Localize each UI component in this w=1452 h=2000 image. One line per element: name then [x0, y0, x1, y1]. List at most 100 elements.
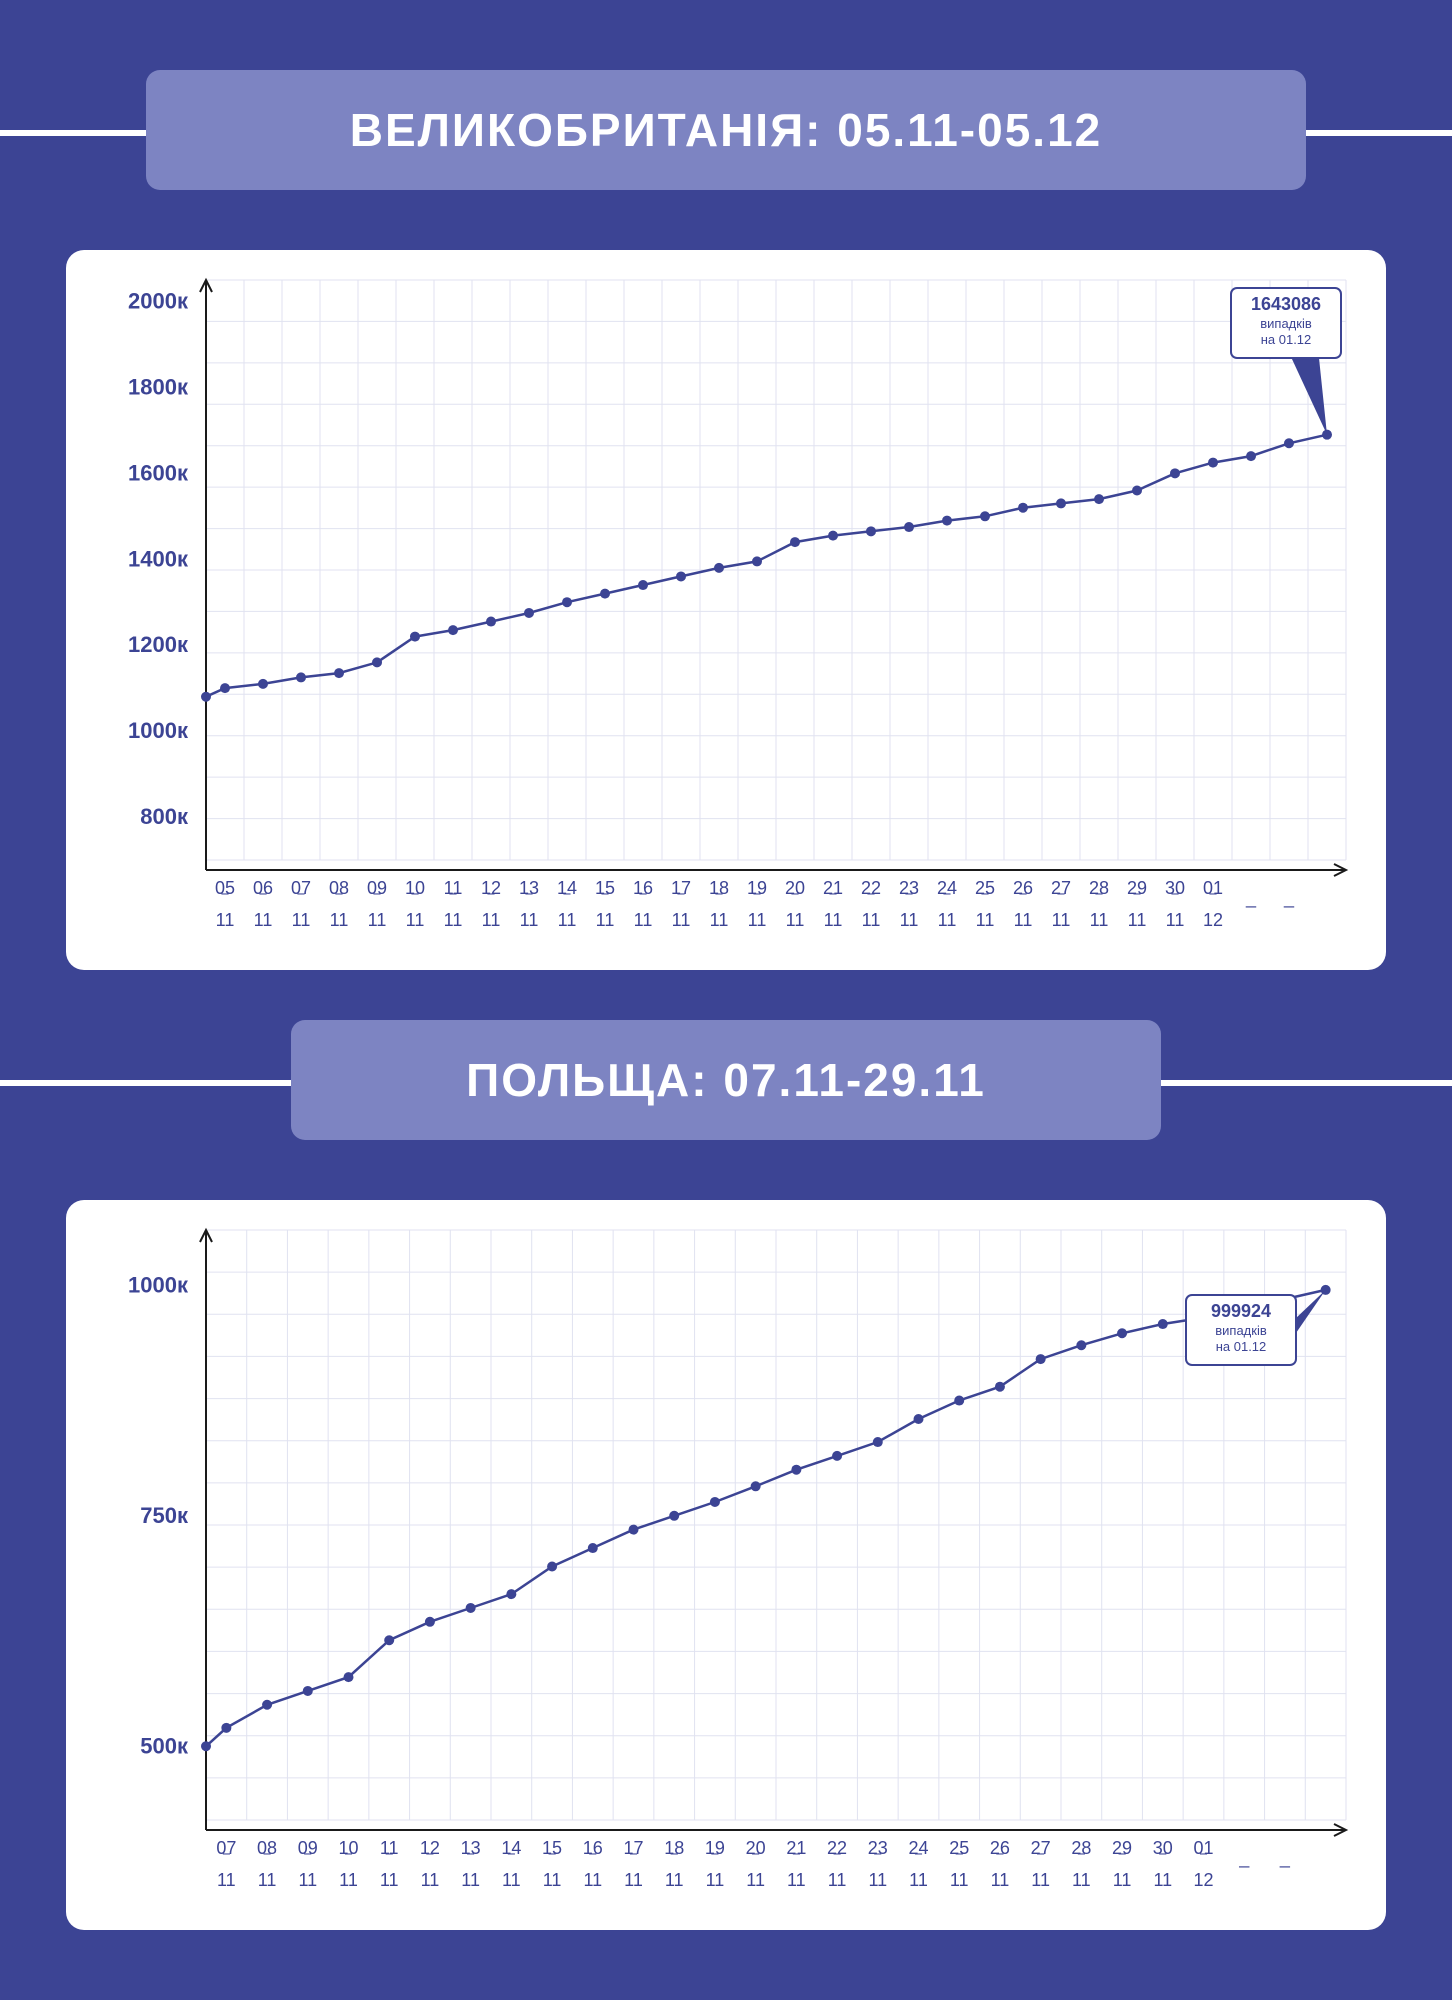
data-point — [832, 1451, 842, 1461]
data-point — [1246, 451, 1256, 461]
x-tick-month: 11 — [380, 1870, 399, 1890]
x-tick-month: 11 — [710, 910, 729, 930]
data-point — [1094, 494, 1104, 504]
x-tick-month: 11 — [1166, 910, 1185, 930]
svg-text:‾: ‾ — [996, 1852, 1004, 1872]
data-point — [296, 672, 306, 682]
y-tick-label: 1000к — [128, 718, 189, 743]
x-tick-month: 12 — [1203, 910, 1223, 930]
x-tick-month: 11 — [339, 1870, 358, 1890]
svg-text:‾: ‾ — [263, 1852, 271, 1872]
x-tick-month: 11 — [461, 1870, 480, 1890]
data-point — [262, 1700, 272, 1710]
svg-text:‾: ‾ — [507, 1852, 515, 1872]
svg-text:‾: ‾ — [1159, 1852, 1167, 1872]
callout-line3: на 01.12 — [1216, 1339, 1267, 1354]
svg-text:‾: ‾ — [467, 1852, 475, 1872]
callout-pointer — [1292, 358, 1328, 435]
data-point — [1170, 468, 1180, 478]
x-tick-month: 11 — [787, 1870, 806, 1890]
data-point — [954, 1396, 964, 1406]
data-point — [524, 608, 534, 618]
x-tick-month: 11 — [1090, 910, 1109, 930]
x-tick-month: 11 — [217, 1870, 236, 1890]
x-tick-month: 11 — [900, 910, 919, 930]
svg-text:‾: ‾ — [677, 892, 685, 912]
svg-text:‾: ‾ — [791, 892, 799, 912]
x-tick-blank: _ — [1245, 888, 1257, 909]
svg-text:‾: ‾ — [915, 1852, 923, 1872]
data-point — [344, 1672, 354, 1682]
data-point — [995, 1382, 1005, 1392]
x-tick-month: 11 — [938, 910, 957, 930]
svg-text:‾: ‾ — [1037, 1852, 1045, 1872]
x-tick-month: 11 — [1014, 910, 1033, 930]
x-tick-month: 11 — [543, 1870, 562, 1890]
y-tick-label: 750к — [140, 1503, 189, 1528]
x-tick-month: 11 — [748, 910, 767, 930]
data-point — [710, 1497, 720, 1507]
data-point — [1158, 1319, 1168, 1329]
svg-text:‾: ‾ — [1118, 1852, 1126, 1872]
data-point — [873, 1437, 883, 1447]
x-tick-month: 11 — [421, 1870, 440, 1890]
svg-text:‾: ‾ — [981, 892, 989, 912]
data-point — [669, 1511, 679, 1521]
svg-text:‾: ‾ — [867, 892, 875, 912]
x-tick-month: 11 — [1153, 1870, 1172, 1890]
svg-text:‾: ‾ — [1095, 892, 1103, 912]
svg-text:‾: ‾ — [715, 892, 723, 912]
data-point — [791, 1465, 801, 1475]
data-point — [1018, 503, 1028, 513]
x-tick-month: 11 — [558, 910, 577, 930]
x-tick-month: 11 — [862, 910, 881, 930]
x-tick-month: 11 — [634, 910, 653, 930]
data-point — [1132, 486, 1142, 496]
callout-value: 1643086 — [1251, 294, 1321, 314]
svg-text:‾: ‾ — [297, 892, 305, 912]
x-tick-month: 11 — [444, 910, 463, 930]
x-tick-month: 11 — [868, 1870, 887, 1890]
x-tick-month: 12 — [1193, 1870, 1213, 1890]
x-tick-month: 11 — [706, 1870, 725, 1890]
data-point — [1284, 438, 1294, 448]
x-tick-month: 11 — [1052, 910, 1071, 930]
svg-text:‾: ‾ — [335, 892, 343, 912]
y-tick-label: 1400к — [128, 546, 189, 571]
svg-text:‾: ‾ — [222, 1852, 230, 1872]
x-tick-month: 11 — [665, 1870, 684, 1890]
data-point — [201, 692, 211, 702]
svg-text:‾: ‾ — [373, 892, 381, 912]
svg-text:‾: ‾ — [792, 1852, 800, 1872]
svg-text:‾: ‾ — [630, 1852, 638, 1872]
x-tick-month: 11 — [976, 910, 995, 930]
svg-text:‾: ‾ — [426, 1852, 434, 1872]
data-point — [221, 1723, 231, 1733]
data-point — [258, 679, 268, 689]
x-tick-month: 11 — [520, 910, 539, 930]
y-tick-label: 1000к — [128, 1272, 189, 1297]
svg-text:‾: ‾ — [1200, 1852, 1208, 1872]
data-point — [828, 531, 838, 541]
data-point — [904, 522, 914, 532]
x-tick-month: 11 — [298, 1870, 317, 1890]
svg-text:‾: ‾ — [1057, 892, 1065, 912]
data-point — [600, 589, 610, 599]
data-point — [714, 563, 724, 573]
x-tick-month: 11 — [596, 910, 615, 930]
data-point — [914, 1414, 924, 1424]
svg-text:‾: ‾ — [304, 1852, 312, 1872]
x-tick-month: 11 — [1113, 1870, 1132, 1890]
svg-text:‾: ‾ — [1209, 892, 1217, 912]
data-line — [206, 1290, 1326, 1746]
x-tick-month: 11 — [950, 1870, 969, 1890]
x-tick-month: 11 — [991, 1870, 1010, 1890]
svg-text:‾: ‾ — [670, 1852, 678, 1872]
data-point — [1322, 430, 1332, 440]
x-tick-month: 11 — [1128, 910, 1147, 930]
x-tick-month: 11 — [909, 1870, 928, 1890]
data-point — [751, 1481, 761, 1491]
svg-text:‾: ‾ — [563, 892, 571, 912]
data-point — [638, 580, 648, 590]
data-point — [588, 1543, 598, 1553]
